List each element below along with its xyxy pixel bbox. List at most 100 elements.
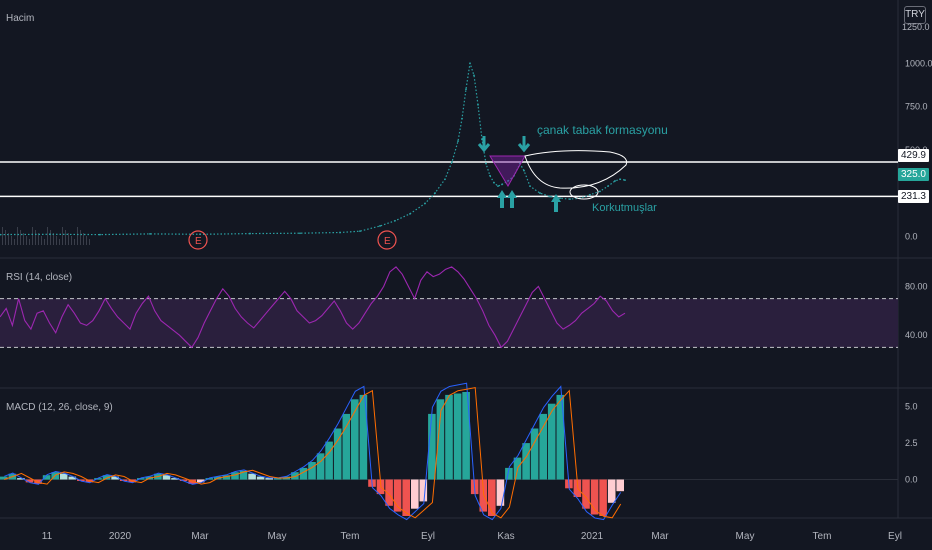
- volume-bar: [35, 230, 36, 245]
- down-arrow-icon: [477, 136, 491, 153]
- price-point: [624, 179, 626, 181]
- axes: 1000.0750.0500.00.080.0040.005.02.50.011…: [42, 58, 932, 542]
- time-tick-label: Eyl: [888, 531, 902, 542]
- volume-bar: [14, 239, 15, 245]
- macd-histogram-bar: [428, 413, 436, 480]
- price-point: [507, 180, 509, 182]
- macd-histogram-bar: [436, 399, 445, 480]
- volume-bar: [17, 227, 18, 245]
- price-point: [477, 103, 479, 106]
- macd-histogram-bar: [274, 478, 282, 480]
- rsi-band: [0, 298, 898, 348]
- price-point: [569, 198, 571, 201]
- earnings-marker-label: E: [195, 236, 202, 247]
- volume-bar: [68, 233, 69, 245]
- price-point: [497, 185, 499, 188]
- pattern-annotation: çanak tabak formasyonu: [537, 123, 668, 137]
- macd-histogram-bar: [77, 479, 85, 481]
- volume-bar: [23, 233, 24, 245]
- up-arrow-icon: [507, 190, 517, 208]
- price-point: [619, 178, 621, 181]
- macd-histogram-bar: [607, 479, 616, 503]
- macd-histogram-bar: [299, 467, 308, 480]
- cup-outline: [524, 150, 628, 189]
- volume-bar: [80, 230, 81, 245]
- volume-bar: [32, 227, 33, 245]
- macd-histogram-bar: [248, 473, 256, 480]
- macd-histogram-bar: [488, 479, 496, 516]
- price-tick-label: 750.0: [905, 102, 928, 112]
- macd-histogram-bar: [308, 462, 316, 480]
- rsi-title: RSI (14, close): [6, 272, 73, 283]
- rsi-line: [0, 266, 626, 349]
- macd-histogram-bar: [556, 394, 565, 480]
- macd-histogram-bar: [505, 467, 513, 480]
- macd-histogram-bar: [385, 479, 393, 506]
- shakeout-annotation: Korkutmuşlar: [592, 202, 657, 214]
- time-tick-label: Kas: [497, 531, 514, 542]
- price-point: [49, 233, 51, 236]
- macd-histogram-bar: [222, 475, 231, 480]
- volume-bar: [26, 236, 27, 245]
- price-point: [465, 88, 467, 91]
- price-point: [529, 185, 531, 188]
- price-point: [379, 225, 381, 227]
- macd-histogram-bar: [445, 394, 453, 480]
- price-point: [299, 232, 301, 235]
- macd-histogram-bar: [94, 478, 102, 480]
- macd-histogram-bar: [59, 473, 68, 480]
- macd-histogram-bar: [205, 478, 214, 480]
- macd-pane: [0, 382, 898, 521]
- price-tick-label: 0.0: [905, 231, 918, 241]
- macd-histogram-bar: [291, 472, 299, 480]
- volume-bar: [56, 236, 57, 245]
- time-tick-label: 11: [42, 531, 53, 542]
- macd-histogram-bar: [599, 479, 607, 516]
- price-point: [559, 197, 561, 200]
- chart-annotations: [477, 136, 628, 212]
- macd-histogram-bar: [0, 476, 8, 480]
- time-tick-label: 2021: [581, 531, 604, 542]
- macd-histogram-bar: [547, 403, 556, 480]
- macd-histogram-bar: [402, 479, 410, 516]
- macd-tick-label: 2.5: [905, 438, 918, 448]
- macd-histogram-bar: [453, 393, 462, 480]
- volume-bar: [20, 230, 21, 245]
- macd-histogram-bar: [68, 476, 77, 480]
- support-price-tag: 231.3: [897, 190, 929, 203]
- price-axis-top-label: 1250.0: [902, 22, 930, 32]
- volume-bar: [5, 230, 6, 245]
- price-point: [394, 219, 396, 222]
- time-tick-label: Mar: [651, 531, 669, 542]
- macd-histogram-bar: [179, 479, 188, 481]
- shakeout-circle: [569, 184, 599, 200]
- price-point: [199, 233, 201, 236]
- pattern-highlight: [489, 155, 526, 187]
- volume-bar: [47, 227, 48, 245]
- macd-histogram-bar: [265, 478, 273, 480]
- price-point: [424, 202, 426, 205]
- earnings-marker: [188, 230, 208, 250]
- time-tick-label: Eyl: [421, 531, 435, 542]
- macd-histogram-bar: [342, 413, 351, 480]
- price-point: [614, 180, 616, 182]
- currency-badge[interactable]: TRY: [904, 6, 926, 24]
- price-point: [599, 190, 601, 193]
- macd-histogram-bar: [419, 479, 428, 502]
- volume-bar: [53, 233, 54, 245]
- price-point: [451, 161, 453, 163]
- earnings-marker: [377, 230, 397, 250]
- macd-line: [4, 382, 622, 521]
- volume-bar: [74, 239, 75, 245]
- macd-histogram-bar: [359, 394, 368, 480]
- up-arrow-icon: [497, 190, 507, 208]
- macd-histogram-bar: [496, 479, 505, 506]
- macd-histogram-bar: [42, 475, 51, 480]
- macd-histogram-bar: [102, 475, 111, 480]
- price-point: [485, 162, 487, 165]
- time-tick-label: Mar: [191, 531, 209, 542]
- price-point: [473, 74, 475, 77]
- volume-bar: [65, 230, 66, 245]
- volume-bar: [11, 236, 12, 245]
